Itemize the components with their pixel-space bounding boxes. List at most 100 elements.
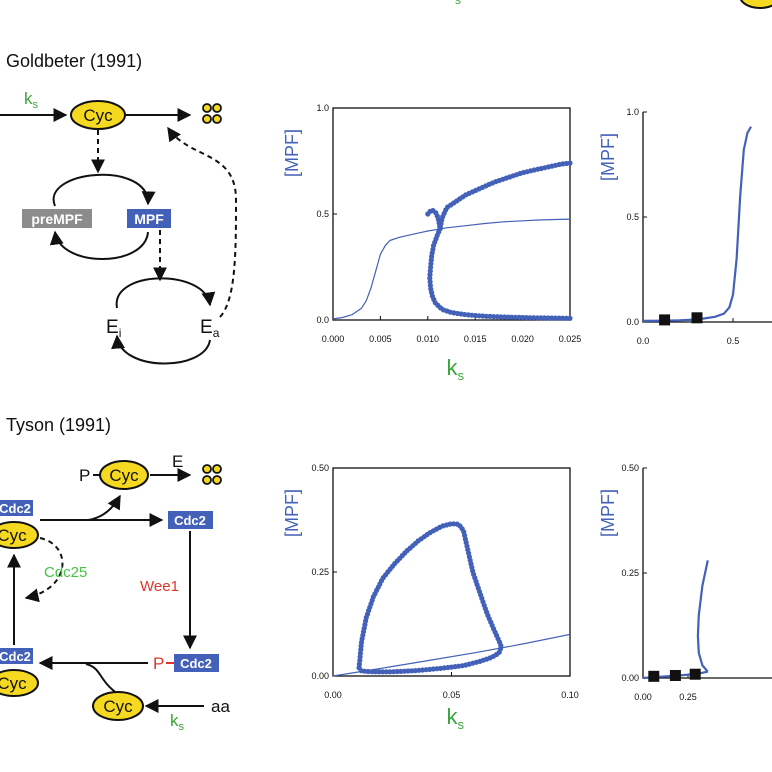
e-inactivation-arc [111,334,211,365]
cdc2-box-free [168,511,213,529]
series-line-0 [643,126,752,322]
svg-text:Cyc: Cyc [103,697,133,716]
marker-square [648,670,660,682]
y-tick-label: 0.0 [626,317,639,327]
ei-label: Ei [106,317,121,340]
series-point [383,669,389,675]
ks-label: ks [24,89,39,111]
series-point [531,315,537,321]
series-line-1 [696,560,709,673]
y-axis-label: [MPF] [282,129,302,177]
series-line-0 [333,218,571,320]
y-axis-label: [MPF] [598,489,618,537]
series-point [520,314,526,321]
series-point [527,315,533,321]
series-point [552,315,559,321]
series-point [509,314,515,320]
y-tick-label: 1.0 [316,103,329,113]
marker-square [689,668,701,680]
series-point [427,279,433,285]
marker-square [691,312,703,324]
x-tick-label: 0.000 [322,334,345,344]
cyc-node-active [0,521,39,549]
cut-off-cyc-node [740,0,772,9]
svg-text:Cdc2: Cdc2 [180,656,212,671]
prempf-box [22,209,92,228]
y-axis-label: [MPF] [598,133,618,181]
y-tick-label: 0.5 [316,209,329,219]
cut-off-subscript: s [455,0,461,7]
y-tick-label: 0.00 [311,671,329,681]
chart-tyson-ks: 0.00 0.25 0.50 0.00 0.05 0.10 [MPF] ks [282,463,579,732]
series-point [567,315,573,321]
y-tick-label: 0.00 [621,673,639,683]
p-cdc2-box [174,654,219,672]
p-cyc-node [99,460,149,490]
series-point [541,315,548,321]
goldbeter-title: Goldbeter (1991) [6,51,142,71]
svg-text:Cdc2: Cdc2 [0,649,31,664]
ea-label: Ea [200,317,220,340]
svg-text:Cdc2: Cdc2 [0,501,31,516]
x-tick-label: 0.00 [324,690,342,700]
x-tick-label: 0.025 [559,334,582,344]
tyson-diagram: Tyson (1991) P Cyc E Cdc2 Cyc Cdc2 Cdc25… [0,415,230,733]
marker-square [669,669,681,681]
inactivation-arc [49,230,149,260]
series-line-1 [426,162,571,230]
x-tick-label: 0.020 [511,334,534,344]
cyc-binding-branch [85,663,119,695]
series-point [487,313,493,319]
y-tick-label: 0.25 [311,567,329,577]
cyc-label: Cyc [83,106,113,125]
tyson-title: Tyson (1991) [6,415,111,435]
series-point [498,314,504,320]
x-axis-label: ks [447,355,465,383]
series-point [560,315,566,321]
cdc25-feedback-dashed-arrow [24,537,64,603]
x-axis-label: ks [447,704,465,732]
phosphorylation-branch [87,494,121,521]
p-cdc2-p-label: P [153,654,164,673]
y-axis-label: [MPF] [282,489,302,537]
x-tick-label: 0.25 [679,692,697,702]
plot-frame [332,107,571,321]
goldbeter-diagram: Goldbeter (1991) ks Cyc preMPF MPF Ei Ea [0,51,238,365]
chart-goldbeter-time: 0.0 0.5 1.0 0.0 0.5 [MPF] [598,107,772,346]
mpf-label: MPF [134,211,164,227]
four-dots-icon [202,464,222,485]
cdc2-box-active [0,500,33,516]
cyc-node-inactive [0,669,39,697]
mpf-box [127,209,171,228]
cyc-node [70,100,126,130]
y-tick-label: 1.0 [626,107,639,117]
y-tick-label: 0.0 [316,315,329,325]
chart-tyson-time: 0.00 0.25 0.50 0.00 0.25 [MPF] [598,463,772,702]
wee1-label: Wee1 [140,578,179,595]
prempf-label: preMPF [31,211,83,227]
series-point [412,668,418,674]
series-point [476,313,482,319]
series-point [567,160,573,166]
e-label: E [172,452,183,471]
marker-square [659,314,671,326]
e-activation-arc [115,277,216,309]
y-tick-label: 0.25 [621,568,639,578]
plot-frame [332,467,571,677]
series-point [369,669,375,675]
x-tick-label: 0.0 [637,336,650,346]
x-tick-label: 0.5 [727,336,740,346]
y-tick-label: 0.50 [621,463,639,473]
series-point [549,315,555,321]
svg-text:Cdc2: Cdc2 [174,513,206,528]
y-tick-label: 0.50 [311,463,329,473]
ks-label-tyson: ks [170,711,185,733]
series-point [545,315,551,321]
chart-goldbeter-ks: 0.0 0.5 1.0 0.000 0.005 0.010 0.015 0.020 0.025 [… [282,103,581,383]
series-point [380,669,386,675]
cdc2-box-inactive [0,648,33,664]
x-tick-label: 0.00 [634,692,652,702]
svg-text:Cyc: Cyc [0,674,27,693]
plot-axes [642,468,772,679]
